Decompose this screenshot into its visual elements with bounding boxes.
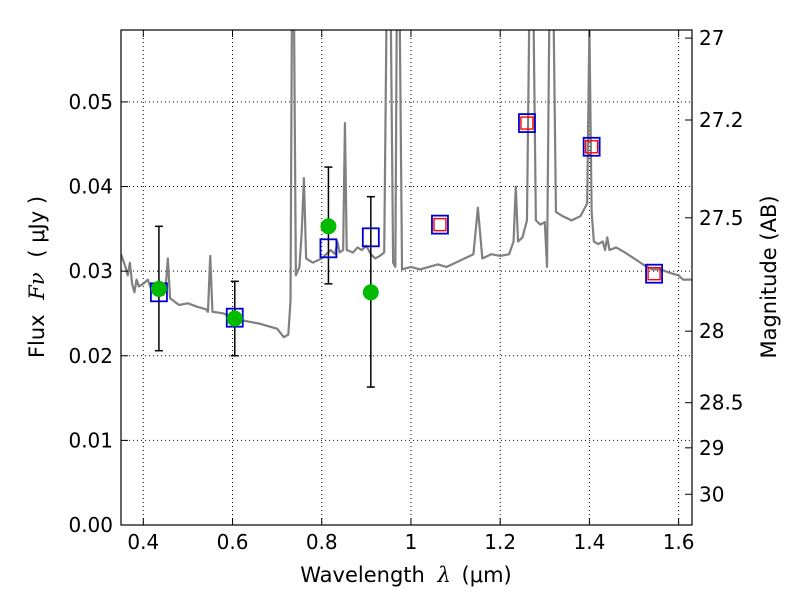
x-axis-label: Wavelength λ (μm): [300, 563, 511, 587]
y-tick-label: 0.05: [68, 90, 113, 114]
right-tick-label: 28: [699, 319, 724, 343]
observed-point: [150, 280, 167, 297]
x-tick-label: 1.4: [573, 530, 605, 554]
x-tick-label: 0.8: [306, 530, 338, 554]
spectrum-line: [121, 30, 692, 339]
spectrum-layer: [121, 30, 692, 339]
y-axis-label: Flux Fν ( μJy ): [25, 196, 49, 358]
observed-point: [320, 218, 337, 235]
red-square-marker: [520, 116, 534, 130]
right-tick-label: 27: [699, 26, 724, 50]
red-square-marker: [647, 266, 661, 281]
observed-point: [226, 310, 243, 327]
observed-point: [362, 284, 379, 301]
model-square-marker: [645, 263, 663, 284]
y-axis: 0.00 0.01 0.02 0.03 0.04 0.05: [68, 90, 128, 537]
plot-frame: [120, 29, 693, 526]
red-square-marker: [584, 140, 599, 154]
right-axis: 27 27.2 27.5 28 28.5 29 30: [685, 26, 744, 506]
y-tick-label: 0.04: [68, 175, 113, 199]
right-tick-label: 27.5: [699, 206, 744, 230]
x-tick-label: 1.2: [484, 530, 516, 554]
right-tick-label: 29: [699, 436, 724, 460]
x-tick-label: 1: [405, 530, 418, 554]
model-square-marker: [225, 307, 244, 328]
y-tick-label: 0.03: [68, 259, 113, 283]
model-square-marker: [361, 227, 380, 248]
grid: [121, 30, 692, 526]
x-tick-label: 0.4: [127, 530, 159, 554]
right-tick-label: 28.5: [699, 391, 744, 415]
y-tick-label: 0.01: [68, 428, 113, 452]
x-axis: 0.4 0.6 0.8 1 1.2 1.4 1.6: [127, 30, 695, 554]
x-tick-label: 1.6: [663, 530, 695, 554]
plot-background: [121, 30, 692, 525]
model-square-marker: [319, 238, 338, 259]
marker-layer: [150, 113, 663, 328]
right-tick-label: 30: [699, 482, 724, 506]
red-square-marker: [433, 217, 447, 232]
right-tick-label: 27.2: [699, 108, 744, 132]
y-tick-label: 0.02: [68, 344, 113, 368]
right-axis-label: Magnitude (AB): [757, 195, 781, 358]
x-tick-label: 0.6: [217, 530, 249, 554]
model-square-marker: [518, 113, 536, 133]
model-square-marker: [431, 214, 449, 235]
model-square-marker: [582, 136, 601, 157]
y-tick-label: 0.00: [68, 513, 113, 537]
